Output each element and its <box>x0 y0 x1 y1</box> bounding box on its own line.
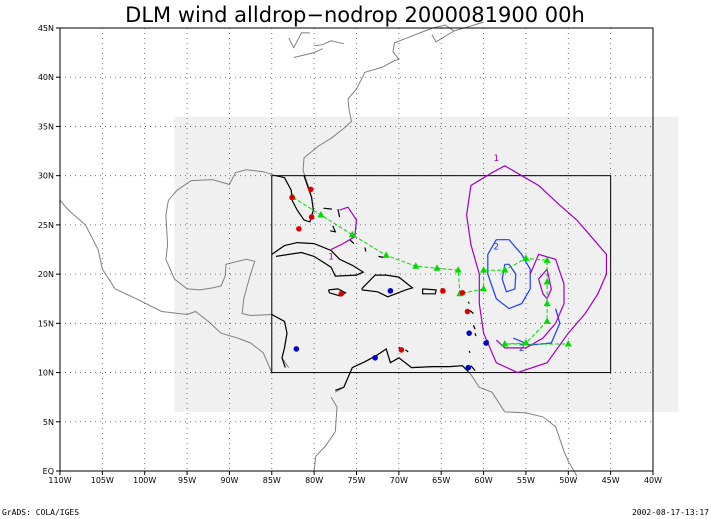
x-tick-label: 75W <box>347 476 365 485</box>
track-triangle <box>317 211 325 218</box>
x-tick-label: 90W <box>220 476 238 485</box>
track-triangle <box>382 251 390 258</box>
track-triangle <box>564 340 572 347</box>
inner-coastline <box>271 313 288 368</box>
shaded-region <box>174 116 679 412</box>
y-tick-label: 25N <box>38 221 54 230</box>
red-drop-marker <box>459 290 466 296</box>
figure-title: DLM wind alldrop−nodrop 2000081900 00h <box>125 3 585 27</box>
inner-coastline <box>335 347 469 391</box>
blue-drop-marker <box>387 288 394 294</box>
red-drop-marker <box>289 194 295 201</box>
x-tick-label: 80W <box>305 476 323 485</box>
inner-coastline <box>364 247 367 252</box>
axis-ticks: 110W 105W 100W 95W 90W 85W 80W 75W 70W 65W 60W 55W 5… <box>38 24 662 485</box>
contour-line <box>330 206 358 251</box>
inner-coastline <box>422 288 437 295</box>
contour-label: 2 <box>493 243 499 253</box>
track-triangle <box>501 340 509 347</box>
contour-label: 1 <box>493 154 499 164</box>
coastline <box>59 199 273 373</box>
inner-coastline <box>472 325 476 330</box>
inner-coastline <box>323 207 332 210</box>
coastline <box>313 396 338 472</box>
inner-coastline <box>349 239 355 245</box>
inner-coastline <box>330 225 337 233</box>
red-drop-marker <box>440 288 446 294</box>
track-triangle <box>543 256 551 263</box>
coastline <box>453 21 484 32</box>
contour-label: 2 <box>519 344 525 354</box>
track-triangle <box>480 284 488 292</box>
drop-markers <box>289 186 489 371</box>
x-tick-label: 105W <box>91 476 114 485</box>
inner-coastline <box>361 274 414 298</box>
inner-coastline <box>468 350 471 354</box>
x-tick-label: 50W <box>559 476 577 485</box>
coastline <box>314 40 344 47</box>
x-tick-label: 70W <box>390 476 408 485</box>
y-tick-label: EQ <box>43 467 54 476</box>
y-tick-label: 20N <box>38 270 54 279</box>
y-tick-label: 15N <box>38 319 54 328</box>
track-triangle <box>543 299 551 307</box>
red-drop-marker <box>464 308 471 315</box>
coastline <box>293 48 323 58</box>
blue-drop-marker <box>465 364 472 371</box>
contour-line <box>501 263 517 293</box>
inner-coastline <box>378 255 384 258</box>
red-drop-marker <box>308 214 315 220</box>
red-drop-marker <box>398 347 405 353</box>
contour-label: 1 <box>328 252 334 262</box>
inner-coastline <box>337 208 341 218</box>
blue-drop-marker <box>483 340 489 346</box>
contour-line <box>487 239 531 310</box>
inner-domain-box <box>271 175 612 374</box>
track-triangle <box>501 266 509 273</box>
track-triangle <box>543 317 551 324</box>
contour-line <box>538 267 552 300</box>
red-drop-marker <box>296 226 302 232</box>
track-triangle <box>348 230 356 238</box>
blue-drop-marker <box>293 346 300 352</box>
x-tick-label: 40W <box>644 476 662 485</box>
x-tick-label: 60W <box>475 476 493 485</box>
track-triangle <box>412 262 420 269</box>
coastline <box>288 32 310 49</box>
footer-left: GrADS: COLA/IGES <box>2 508 79 517</box>
x-tick-label: 95W <box>178 476 196 485</box>
y-tick-label: 30N <box>38 172 54 181</box>
y-tick-label: 35N <box>38 122 54 131</box>
x-tick-label: 45W <box>602 476 620 485</box>
y-tick-label: 5N <box>43 418 54 427</box>
x-tick-label: 100W <box>133 476 156 485</box>
red-drop-marker <box>338 291 345 297</box>
y-tick-label: 40N <box>38 73 54 82</box>
inner-coastline <box>469 310 474 314</box>
inner-coastline <box>467 301 470 304</box>
coastline <box>302 27 433 208</box>
inner-coastline <box>405 349 409 353</box>
track-triangle <box>543 277 551 285</box>
inner-coastline <box>470 365 476 371</box>
inner-coastline <box>474 333 477 337</box>
track-triangle <box>433 264 441 271</box>
track-triangle <box>522 339 530 346</box>
x-tick-label: 65W <box>432 476 450 485</box>
blue-drop-marker <box>466 330 472 336</box>
contour-line <box>465 165 607 374</box>
y-tick-label: 10N <box>38 369 54 378</box>
blue-drop-marker <box>372 354 378 361</box>
y-tick-label: 45N <box>38 24 54 33</box>
inner-coastline <box>271 241 365 277</box>
x-tick-label: 55W <box>517 476 535 485</box>
footer-right: 2002-08-17-13:17 <box>632 508 709 517</box>
track-triangle <box>480 266 488 273</box>
red-drop-marker <box>307 186 314 193</box>
track-triangle <box>454 266 462 273</box>
x-tick-label: 110W <box>48 476 71 485</box>
x-tick-label: 85W <box>263 476 281 485</box>
track-triangle <box>522 254 530 261</box>
